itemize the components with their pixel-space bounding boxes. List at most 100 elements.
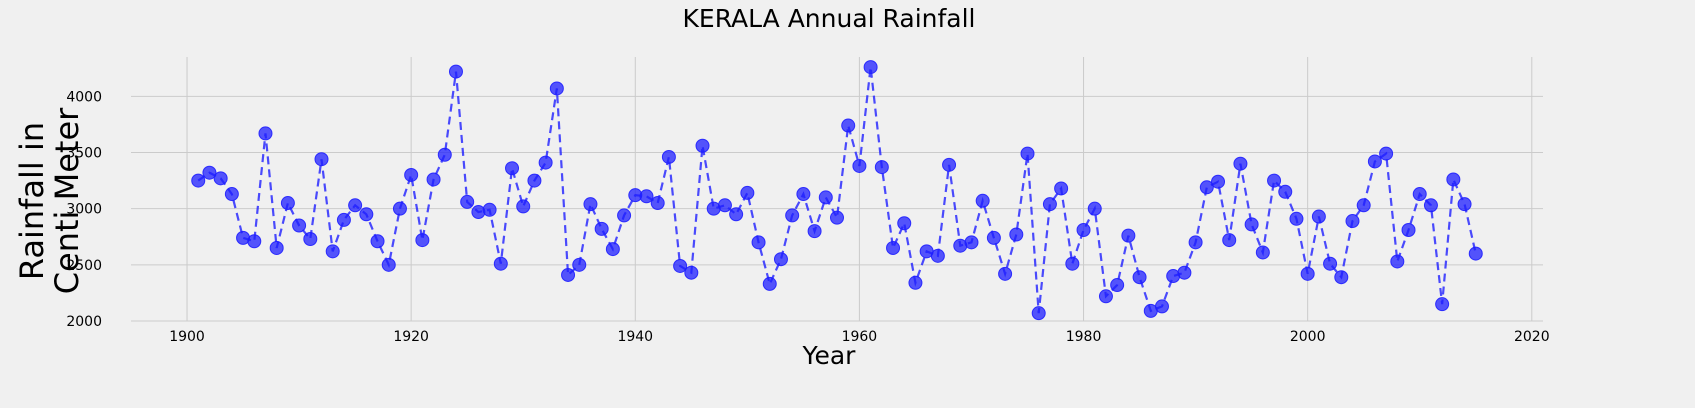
data-point bbox=[505, 161, 520, 176]
data-point bbox=[1121, 228, 1136, 243]
x-axis-title: Year bbox=[802, 341, 857, 370]
data-point bbox=[617, 208, 632, 223]
data-point bbox=[448, 64, 463, 79]
data-point bbox=[247, 234, 262, 249]
data-point bbox=[292, 218, 307, 233]
data-point bbox=[1379, 146, 1394, 161]
data-point bbox=[460, 194, 475, 209]
data-point bbox=[1233, 156, 1248, 171]
data-point bbox=[269, 240, 284, 255]
data-point bbox=[348, 198, 363, 213]
data-point bbox=[314, 152, 329, 167]
y-tick-label: 2500 bbox=[66, 258, 102, 274]
data-point bbox=[717, 198, 732, 213]
data-point bbox=[796, 187, 811, 202]
data-point bbox=[1401, 223, 1416, 237]
data-point bbox=[1020, 146, 1035, 161]
data-point bbox=[303, 231, 318, 246]
data-point bbox=[280, 196, 295, 211]
data-point bbox=[1289, 211, 1304, 226]
data-point bbox=[908, 275, 923, 290]
data-point bbox=[661, 149, 676, 164]
y-tick-label: 2000 bbox=[66, 314, 102, 330]
data-point bbox=[964, 235, 979, 250]
data-point bbox=[975, 193, 990, 208]
x-tick-label: 1960 bbox=[842, 329, 878, 345]
x-tick-label: 2000 bbox=[1290, 329, 1326, 345]
data-point bbox=[1087, 201, 1102, 216]
data-point bbox=[437, 147, 452, 162]
data-point bbox=[415, 233, 430, 248]
data-point bbox=[942, 157, 957, 172]
data-point bbox=[1255, 245, 1270, 260]
data-point bbox=[874, 160, 889, 175]
data-point bbox=[684, 265, 699, 280]
x-tick-label: 1980 bbox=[1066, 329, 1102, 345]
data-point bbox=[471, 205, 486, 220]
data-point bbox=[751, 235, 766, 250]
data-point bbox=[325, 244, 340, 259]
data-point bbox=[1042, 197, 1057, 212]
data-point bbox=[986, 230, 1001, 245]
x-tick-label: 1940 bbox=[617, 329, 653, 345]
data-point bbox=[998, 266, 1013, 281]
data-point bbox=[1154, 299, 1169, 314]
data-point bbox=[1199, 180, 1214, 195]
data-point bbox=[673, 258, 688, 273]
data-point bbox=[516, 199, 531, 214]
x-tick-label: 1900 bbox=[169, 329, 205, 345]
data-point bbox=[863, 60, 878, 75]
data-point bbox=[729, 207, 744, 222]
data-point bbox=[1009, 227, 1024, 242]
data-point bbox=[224, 187, 239, 202]
data-point bbox=[841, 118, 856, 133]
data-point bbox=[1132, 270, 1147, 285]
data-point bbox=[1323, 256, 1338, 271]
y-axis-title: Rainfall in Centi Meter bbox=[13, 107, 86, 294]
x-tick-label: 1920 bbox=[393, 329, 429, 345]
data-point bbox=[1211, 174, 1226, 189]
series-rainfall bbox=[191, 60, 1483, 321]
data-point bbox=[1446, 172, 1461, 187]
data-point bbox=[404, 167, 419, 182]
data-point bbox=[1065, 256, 1080, 271]
data-point bbox=[1054, 181, 1069, 196]
data-point bbox=[482, 202, 497, 217]
data-point bbox=[1188, 235, 1203, 250]
data-point bbox=[695, 138, 710, 153]
data-point bbox=[1267, 173, 1282, 188]
data-point bbox=[785, 208, 800, 223]
data-point bbox=[650, 196, 665, 211]
data-point bbox=[202, 165, 217, 180]
data-point bbox=[594, 221, 609, 236]
data-point bbox=[1076, 223, 1091, 237]
data-point bbox=[1334, 270, 1349, 285]
data-point bbox=[818, 190, 833, 205]
data-point bbox=[762, 276, 777, 291]
data-point bbox=[426, 172, 441, 187]
data-point bbox=[359, 207, 374, 222]
data-point bbox=[381, 257, 396, 272]
data-point bbox=[1390, 254, 1405, 269]
grid-lines bbox=[131, 57, 1543, 322]
data-point bbox=[549, 81, 564, 96]
y-tick-label: 4000 bbox=[66, 89, 102, 105]
data-point bbox=[1311, 209, 1326, 224]
data-point bbox=[1110, 278, 1125, 293]
data-point bbox=[493, 256, 508, 271]
data-point bbox=[561, 267, 576, 282]
data-point bbox=[392, 201, 407, 216]
data-point bbox=[1356, 198, 1371, 213]
data-point bbox=[370, 234, 385, 249]
x-tick-label: 2020 bbox=[1514, 329, 1550, 345]
data-point bbox=[538, 155, 553, 170]
data-point bbox=[213, 171, 228, 186]
data-point bbox=[1345, 214, 1360, 229]
data-point bbox=[639, 189, 654, 204]
data-point bbox=[572, 257, 587, 272]
data-point bbox=[1031, 306, 1046, 321]
data-point bbox=[258, 126, 273, 141]
data-point bbox=[1435, 297, 1450, 312]
